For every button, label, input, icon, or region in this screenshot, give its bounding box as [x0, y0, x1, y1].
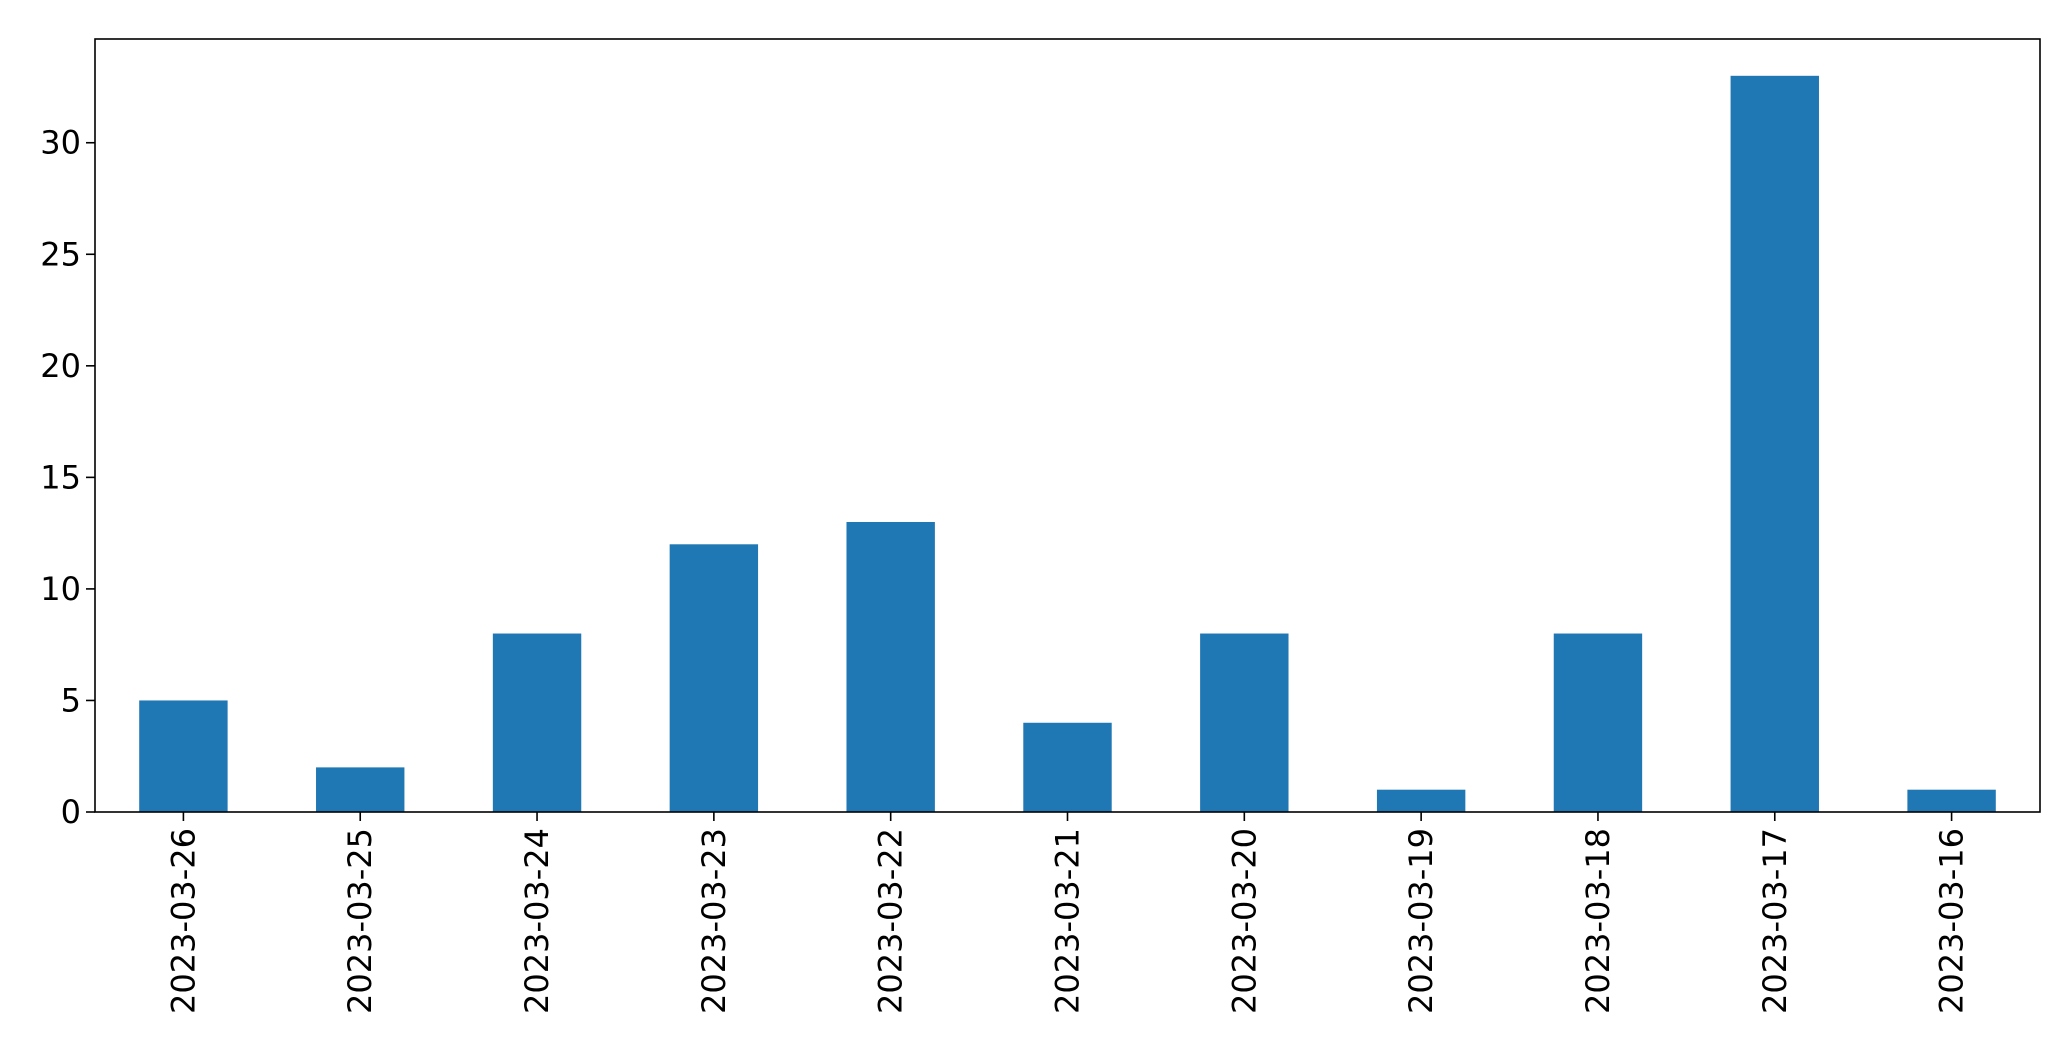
x-tick-label: 2023-03-22	[872, 828, 910, 1014]
bar	[1376, 789, 1466, 812]
x-tick-label: 2023-03-25	[341, 828, 379, 1014]
bar	[669, 544, 759, 812]
y-tick-label: 5	[61, 681, 81, 719]
x-tick-label: 2023-03-24	[518, 828, 556, 1014]
y-tick-label: 15	[40, 458, 81, 496]
y-tick-label: 0	[61, 793, 81, 831]
x-tick-label: 2023-03-19	[1402, 828, 1440, 1014]
y-tick-label: 30	[40, 124, 81, 162]
x-tick-label: 2023-03-16	[1933, 828, 1971, 1014]
x-tick-label: 2023-03-20	[1225, 828, 1263, 1014]
bar	[1023, 722, 1112, 812]
y-tick-label: 10	[40, 570, 81, 608]
x-tick-label: 2023-03-26	[164, 828, 202, 1014]
x-tick-label: 2023-03-18	[1579, 828, 1617, 1014]
bar	[1553, 633, 1643, 812]
y-axis: 0 5 10 15 20 25 30	[40, 124, 95, 831]
bar	[846, 521, 935, 812]
x-tick-label: 2023-03-21	[1049, 828, 1087, 1014]
x-tick-label: 2023-03-17	[1756, 828, 1794, 1014]
bar	[492, 633, 582, 812]
bar	[1730, 75, 1819, 813]
plot-frame	[94, 38, 2041, 813]
bar	[1200, 633, 1289, 812]
y-tick-label: 25	[40, 235, 81, 273]
x-axis: 2023-03-26 2023-03-25 2023-03-24 2023-03-23…	[164, 812, 1971, 1014]
y-tick-label: 20	[40, 347, 81, 385]
x-tick-label: 2023-03-23	[695, 828, 733, 1014]
bar	[1907, 789, 1996, 812]
bar	[316, 767, 405, 812]
bar	[139, 700, 228, 812]
bar-series	[139, 75, 1996, 813]
